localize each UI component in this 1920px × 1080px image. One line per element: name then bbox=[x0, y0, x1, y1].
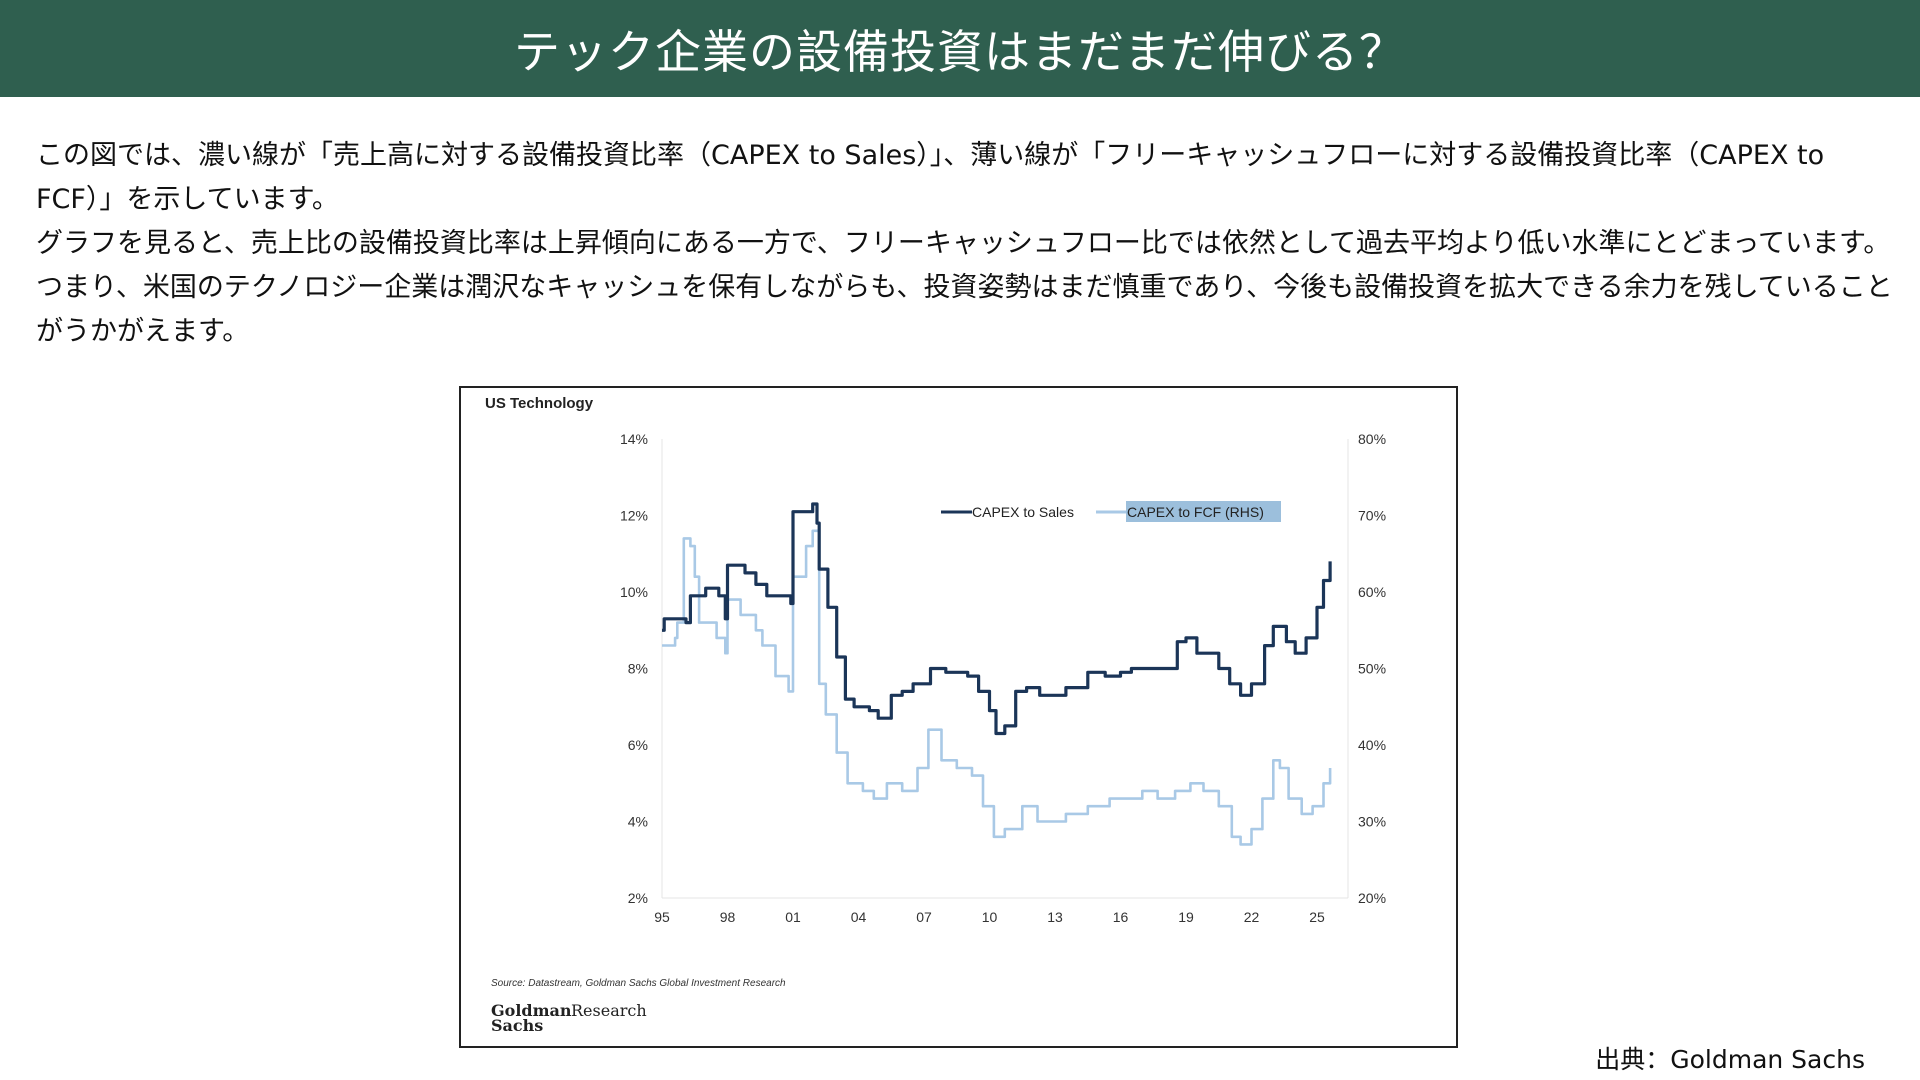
series-line-capex-to-fcf bbox=[662, 529, 1332, 846]
y-left-tick-label: 12% bbox=[620, 508, 648, 524]
logo-sachs: Sachs bbox=[491, 1016, 543, 1035]
chart-figure: US Technology 2% 4% 6% 8% 10% 12% 14% 20% 30% 40% 5… bbox=[459, 386, 1458, 1048]
y-right-tick-label: 40% bbox=[1358, 737, 1386, 753]
y-left-tick-label: 10% bbox=[620, 584, 648, 600]
x-tick-label: 01 bbox=[785, 909, 801, 925]
x-tick-label: 98 bbox=[720, 909, 736, 925]
logo-goldman: Goldman bbox=[491, 1001, 572, 1020]
logo-research: Research bbox=[571, 1001, 647, 1020]
y-right-tick-label: 70% bbox=[1358, 508, 1386, 524]
y-right-tick-label: 60% bbox=[1358, 584, 1386, 600]
x-tick-label: 04 bbox=[851, 909, 867, 925]
chart-title: US Technology bbox=[485, 395, 594, 412]
y-right-tick-label: 30% bbox=[1358, 814, 1386, 830]
y-right-tick-label: 20% bbox=[1358, 890, 1386, 906]
legend-highlight bbox=[1126, 501, 1281, 522]
y-left-tick-label: 4% bbox=[628, 814, 648, 830]
x-tick-label: 19 bbox=[1178, 909, 1194, 925]
chart-source: Source: Datastream, Goldman Sachs Global… bbox=[491, 978, 786, 989]
x-tick-label: 07 bbox=[916, 909, 932, 925]
x-tick-label: 22 bbox=[1244, 909, 1260, 925]
page-title: テック企業の設備投資はまだまだ伸びる？ bbox=[513, 24, 1407, 79]
y-left-tick-label: 8% bbox=[628, 661, 648, 677]
x-tick-label: 16 bbox=[1113, 909, 1129, 925]
chart-svg: US Technology 2% 4% 6% 8% 10% 12% 14% 20% 30% 40% 5… bbox=[485, 395, 1386, 1035]
x-tick-label: 10 bbox=[982, 909, 998, 925]
y-left-tick-label: 6% bbox=[628, 737, 648, 753]
x-tick-label: 95 bbox=[654, 909, 670, 925]
series-line-capex-to-sales bbox=[662, 502, 1332, 736]
description: この図では、濃い線が「売上高に対する設備投資比率（CAPEX to Sales）… bbox=[36, 134, 1896, 354]
x-tick-label: 25 bbox=[1309, 909, 1325, 925]
y-right-tick-label: 50% bbox=[1358, 661, 1386, 677]
title-bar: テック企業の設備投資はまだまだ伸びる？ bbox=[0, 0, 1920, 97]
y-left-tick-label: 14% bbox=[620, 431, 648, 447]
y-right-tick-label: 80% bbox=[1358, 431, 1386, 447]
source-credit: 出典：Goldman Sachs bbox=[1595, 1045, 1865, 1074]
paragraph-legend: この図では、濃い線が「売上高に対する設備投資比率（CAPEX to Sales）… bbox=[36, 140, 1825, 215]
x-tick-label: 13 bbox=[1047, 909, 1063, 925]
legend-label-sales: CAPEX to Sales bbox=[972, 504, 1074, 520]
paragraph-analysis: グラフを見ると、売上比の設備投資比率は上昇傾向にある一方で、フリーキャッシュフロ… bbox=[36, 228, 1893, 347]
legend-label-fcf: CAPEX to FCF (RHS) bbox=[1127, 504, 1264, 520]
y-left-tick-label: 2% bbox=[628, 890, 648, 906]
